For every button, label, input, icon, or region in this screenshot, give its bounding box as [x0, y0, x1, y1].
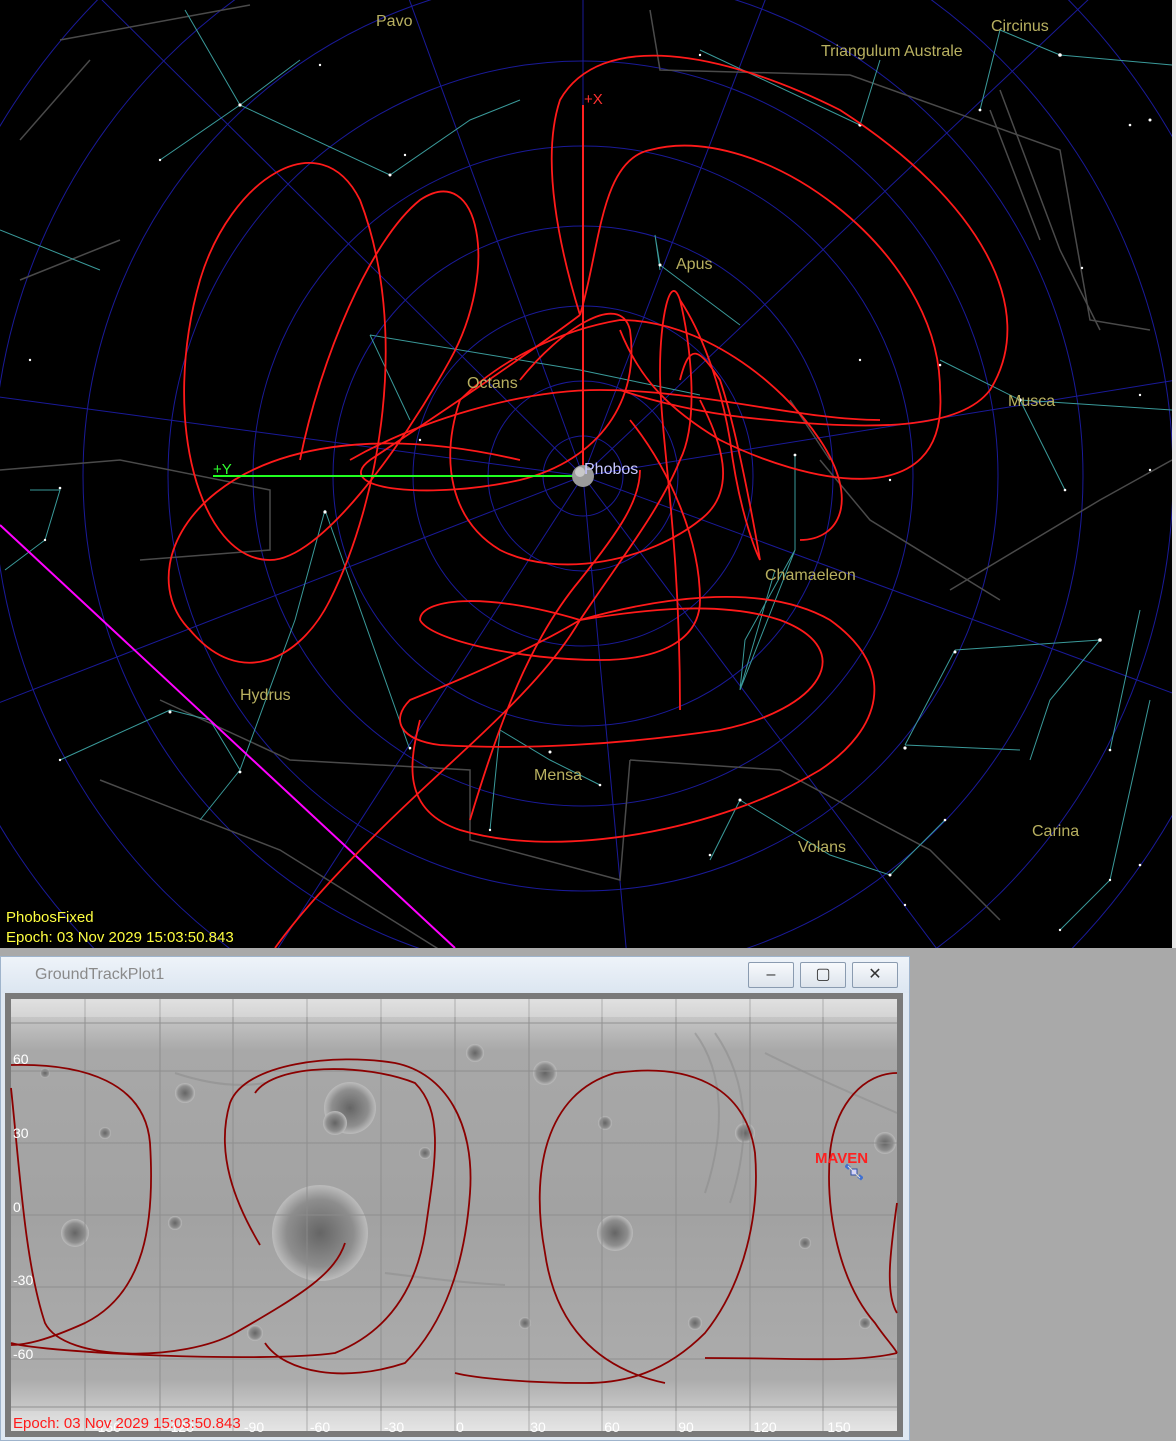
celestial-grid: [0, 0, 1172, 948]
y-axis-label: +Y: [213, 461, 232, 478]
lon-label-neg90: -90: [243, 1419, 265, 1435]
orbit-epoch-label: Epoch: 03 Nov 2029 15:03:50.843: [6, 929, 234, 946]
lat-label-neg60: -60: [13, 1346, 34, 1362]
window-title: GroundTrackPlot1: [35, 966, 165, 983]
constellation-label-apus: Apus: [676, 256, 713, 273]
constellation-label-musca: Musca: [1008, 393, 1056, 410]
ground-track-window[interactable]: GroundTrackPlot1 ‒ ▢ ✕: [0, 956, 910, 1441]
lon-label-0: 0: [456, 1419, 464, 1435]
lat-label-neg30: -30: [13, 1272, 34, 1288]
stars: [28, 53, 1152, 932]
lon-label-30: 30: [530, 1419, 546, 1435]
constellation-label-triangulum-australe: Triangulum Australe: [821, 43, 963, 60]
lat-label-60: 60: [13, 1051, 29, 1067]
window-titlebar[interactable]: GroundTrackPlot1 ‒ ▢ ✕: [1, 957, 909, 993]
constellation-label-volans: Volans: [798, 839, 847, 856]
constellation-label-circinus: Circinus: [991, 18, 1049, 35]
constellation-label-chamaeleon: Chamaeleon: [765, 567, 856, 584]
lat-label-0: 0: [13, 1199, 21, 1215]
lon-label-neg30: -30: [383, 1419, 405, 1435]
lon-label-neg150: -150: [92, 1419, 122, 1435]
lon-label-90: 90: [678, 1419, 694, 1435]
ecliptic-line: [0, 524, 456, 948]
constellation-label-octans: Octans: [467, 375, 518, 392]
satellite-icon[interactable]: [845, 1163, 863, 1181]
constellation-label-hydrus: Hydrus: [240, 687, 291, 704]
ground-track-epoch-label: Epoch: 03 Nov 2029 15:03:50.843: [13, 1415, 241, 1432]
constellation-label-mensa: Mensa: [534, 767, 583, 784]
body-label-phobos: Phobos: [584, 461, 639, 478]
minimize-button[interactable]: ‒: [748, 962, 794, 988]
frame-label: PhobosFixed: [6, 909, 94, 926]
lon-label-neg60: -60: [309, 1419, 331, 1435]
lon-label-neg120: -120: [165, 1419, 195, 1435]
constellation-label-pavo: Pavo: [376, 13, 413, 30]
x-axis-label: +X: [584, 91, 603, 108]
close-button[interactable]: ✕: [852, 962, 898, 988]
orbit-view-3d[interactable]: Pavo Circinus Triangulum Australe Apus O…: [0, 0, 1172, 948]
orbit-trajectory: [167, 54, 1009, 948]
maximize-button[interactable]: ▢: [800, 962, 846, 988]
constellation-label-carina: Carina: [1032, 823, 1080, 840]
spacecraft-label: MAVEN: [815, 1150, 869, 1167]
lon-label-150: 150: [827, 1419, 851, 1435]
lon-label-120: 120: [753, 1419, 777, 1435]
ground-track-canvas[interactable]: 60 30 0 -30 -60 -150 -120 -90 -60 -30 0 …: [5, 993, 903, 1437]
orbit-canvas: [0, 0, 1172, 948]
lat-label-30: 30: [13, 1125, 29, 1141]
window-edge: [1172, 0, 1176, 948]
ground-track-path: [10, 1058, 898, 1384]
phobos-surface-map: [5, 993, 903, 1437]
lon-label-60: 60: [604, 1419, 620, 1435]
